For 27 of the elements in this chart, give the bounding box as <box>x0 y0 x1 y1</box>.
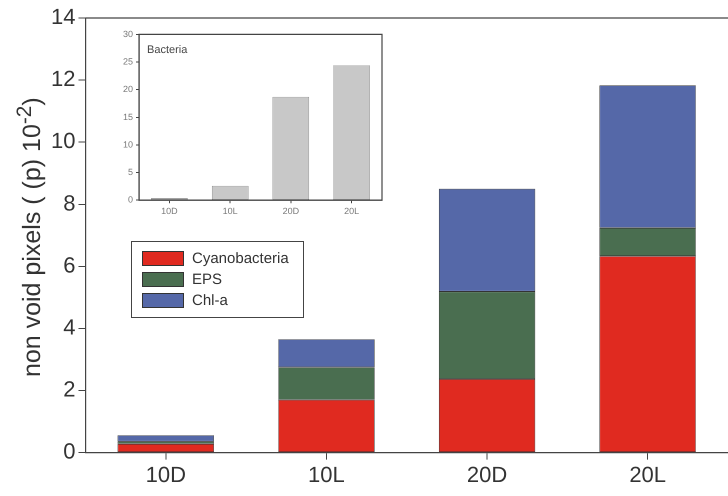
y-tick-label: 0 <box>63 438 76 464</box>
y-tick-label: 4 <box>63 314 76 340</box>
x-tick-label: 20L <box>344 206 360 216</box>
y-tick-label: 0 <box>128 194 134 205</box>
y-tick-label: 8 <box>63 190 76 216</box>
y-tick-label: 15 <box>122 112 134 122</box>
x-tick-label: 10L <box>222 206 238 216</box>
x-tick-label: 20D <box>466 462 508 487</box>
legend-label: EPS <box>192 271 222 288</box>
legend-label: Chl-a <box>192 292 228 309</box>
x-tick-label: 10D <box>146 462 186 487</box>
x-tick-label: 20D <box>282 206 300 216</box>
y-tick-label: 25 <box>122 56 134 67</box>
y-tick-label: 12 <box>50 66 76 92</box>
y-tick-label: 30 <box>122 28 134 39</box>
y-tick-label: 6 <box>63 252 76 278</box>
y-tick-label: 20 <box>122 84 134 94</box>
text: Bacteria <box>147 44 188 56</box>
y-tick-label: 10 <box>122 139 134 150</box>
y-tick-label: 10 <box>50 128 76 154</box>
y-tick-label: 5 <box>128 167 134 178</box>
x-tick-label: 10L <box>308 462 345 487</box>
legend-label: Cyanobacteria <box>192 250 289 267</box>
x-tick-label: 20L <box>629 462 666 487</box>
y-tick-label: 2 <box>63 376 76 402</box>
x-tick-label: 10D <box>161 206 178 216</box>
y-tick-label: 14 <box>50 4 76 30</box>
